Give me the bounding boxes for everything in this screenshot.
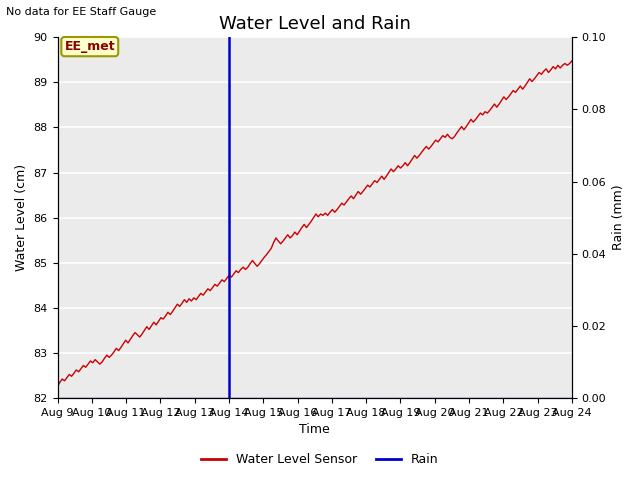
X-axis label: Time: Time <box>300 423 330 436</box>
Y-axis label: Water Level (cm): Water Level (cm) <box>15 164 28 271</box>
Legend: Water Level Sensor, Rain: Water Level Sensor, Rain <box>196 448 444 471</box>
Text: EE_met: EE_met <box>65 40 115 53</box>
Text: No data for EE Staff Gauge: No data for EE Staff Gauge <box>6 7 157 17</box>
Title: Water Level and Rain: Water Level and Rain <box>219 15 411 33</box>
Y-axis label: Rain (mm): Rain (mm) <box>612 185 625 251</box>
